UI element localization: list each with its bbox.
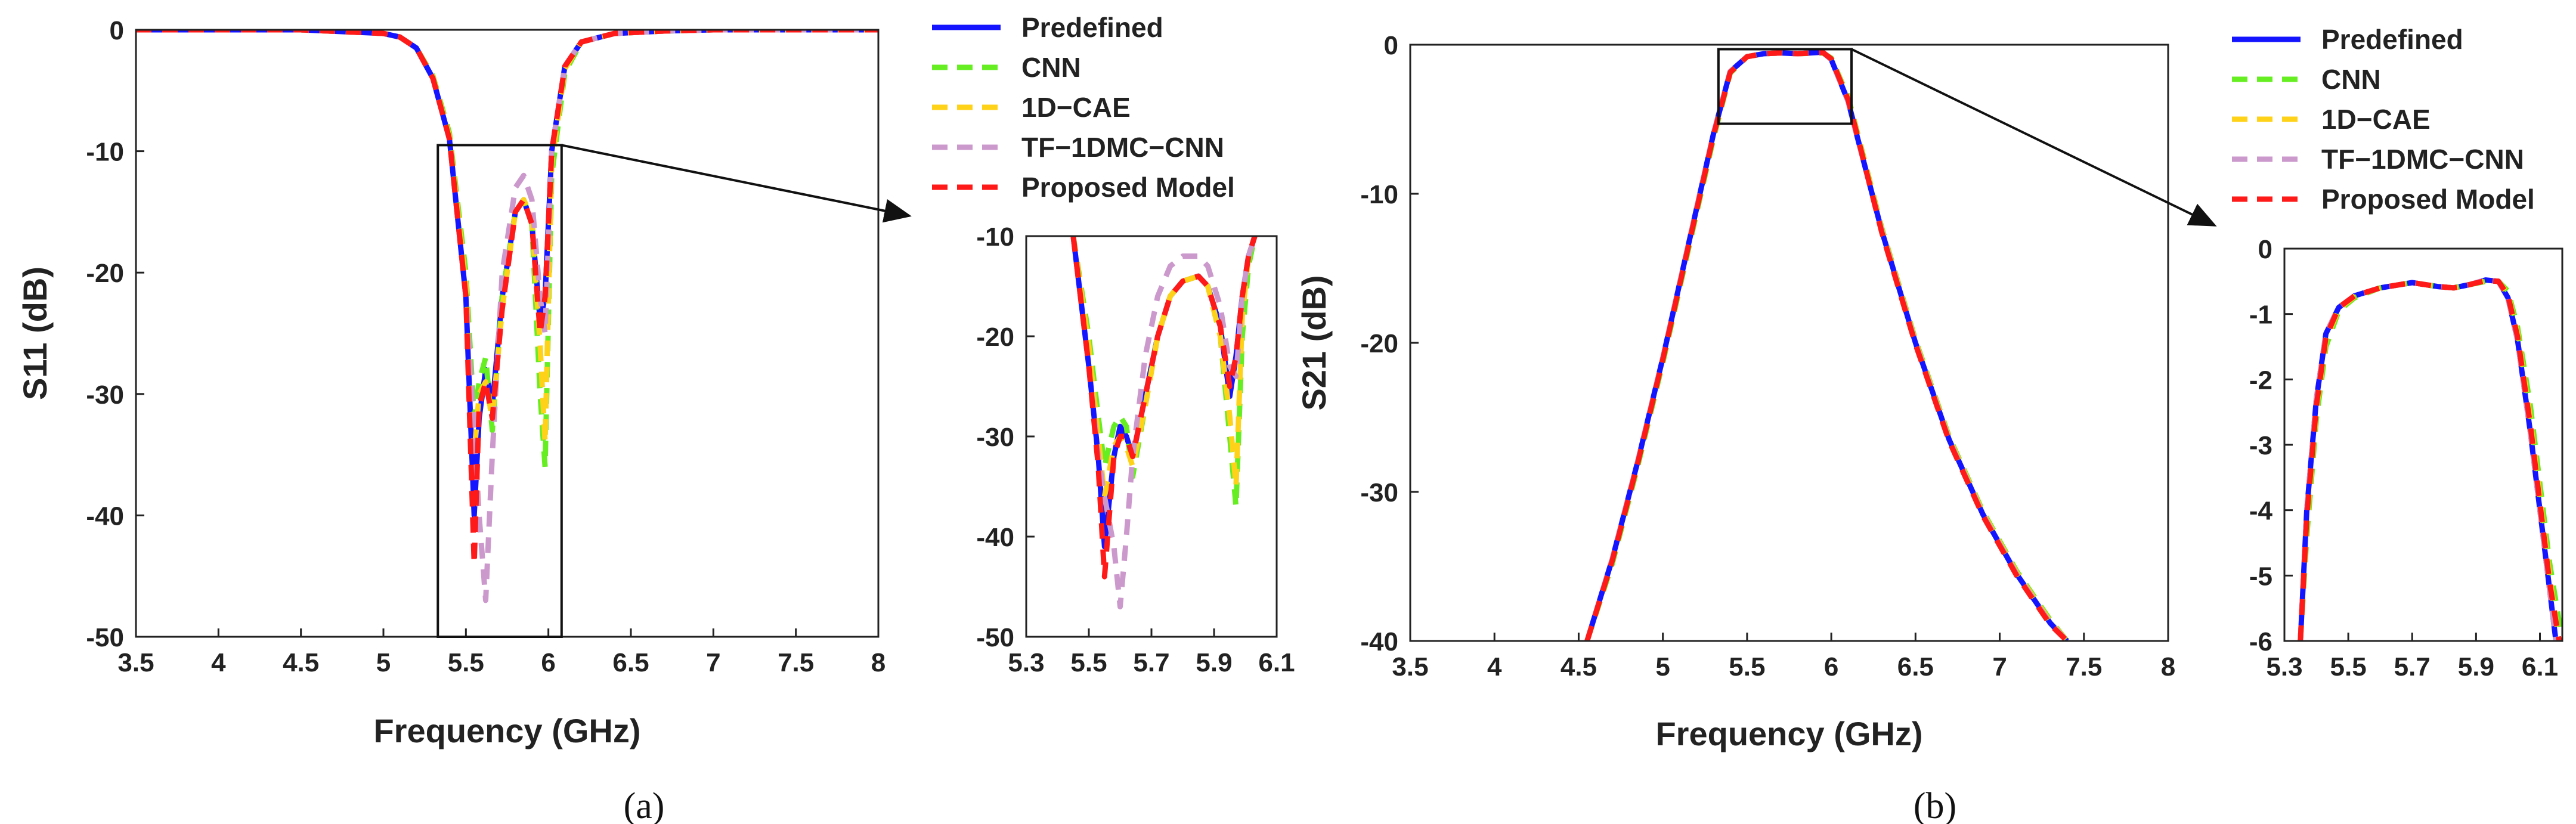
- panel-label-a: (a): [624, 786, 665, 824]
- s11-zoom-series-proposed-model: [1070, 236, 1258, 580]
- s11-legend: Predefined CNN 1D−CAE TF−1DMC−CNN Proposed M…: [932, 12, 1235, 203]
- s21-main-xtick-label: 5.5: [1729, 652, 1765, 681]
- s21-zoom-xtick-label: 5.9: [2458, 652, 2494, 681]
- s11-main-xtick-label: 4.5: [283, 648, 319, 677]
- s11-main-xtick-label: 7.5: [778, 648, 814, 677]
- s11-zoom-ytick-label: -50: [976, 623, 1014, 652]
- s11-main-ytick-label: -30: [86, 380, 124, 410]
- s11-main-xtick-label: 4: [211, 648, 226, 677]
- s21-main-zoom-box: [1717, 48, 1853, 125]
- s21-zoom-series-proposed-model: [2298, 278, 2562, 641]
- s11-main-xtick-label: 6.5: [612, 648, 649, 677]
- s21-main-xtick-label: 6.5: [1897, 652, 1934, 681]
- s11-main-zoom-box: [436, 144, 563, 639]
- s11-main-xtick-label: 8: [871, 648, 886, 677]
- chart-layer: 3.5 4 4.5 5 5.5 6 6.5 7 7.5 80-10-20-30-40-50Freq…: [16, 12, 2563, 752]
- s21-main-series-proposed-model: [1584, 49, 2069, 641]
- s21-zoom-ytick-label: -4: [2249, 497, 2273, 526]
- s21-main-xtick-label: 5: [1655, 652, 1670, 681]
- s21-main-ytick-label: -20: [1360, 329, 1398, 358]
- s21-zoom-ytick-label: -3: [2249, 431, 2272, 460]
- s21-main-chart: 3.5 4 4.5 5 5.5 6 6.5 7 7.5 8 0 -10 -20 -30 -40 Frequen…: [1295, 31, 2175, 752]
- s11-main-ylabel: S11 (dB): [16, 267, 54, 400]
- s11-main-xtick-label: 6: [541, 648, 555, 677]
- s11-zoom-xtick-label: 5.9: [1196, 648, 1232, 677]
- s21-main-series-group: [1584, 49, 2070, 641]
- s11-zoom-chart: 5.3 5.5 5.7 5.9 6.1 -10 -20 -30 -40 -50: [976, 222, 1295, 677]
- s11-main-xtick-label: 7: [706, 648, 720, 677]
- s11-zoom-series-group: [1070, 236, 1258, 610]
- s11-legend-label: Proposed Model: [1021, 172, 1235, 203]
- s21-main-xtick-label: 8: [2161, 652, 2175, 681]
- s21-legend: Predefined CNN 1D−CAE TF−1DMC−CNN Proposed M…: [2232, 24, 2535, 215]
- s21-main-ytick-label: -30: [1360, 478, 1398, 507]
- s11-zoom-ytick-label: -20: [976, 323, 1014, 352]
- s21-zoom-xtick-label: 5.5: [2330, 652, 2367, 681]
- s11-zoom-series-tf-1dmc-cnn: [1070, 236, 1258, 610]
- s21-main-xtick-label: 4.5: [1561, 652, 1597, 681]
- s11-zoom-ytick-label: -10: [976, 222, 1014, 252]
- s21-zoom-chart: 5.3 5.5 5.7 5.9 6.1 0 -1 -2 -3 -4 -5 -6: [2249, 235, 2563, 681]
- s21-legend-label: TF−1DMC−CNN: [2321, 144, 2524, 175]
- s21-main-xtick-label: 6: [1824, 652, 1838, 681]
- s21-zoom-ytick-label: -1: [2249, 301, 2272, 330]
- s11-main-xtick-label: 5: [376, 648, 391, 677]
- s21-main-xtick-label: 7: [1992, 652, 2007, 681]
- s11-main-xtick-label: 5.5: [448, 648, 484, 677]
- s11-main-ytick-label: 0: [110, 16, 124, 45]
- s11-main-ytick-label: -40: [86, 501, 124, 531]
- s21-zoom-ytick-label: -5: [2249, 562, 2272, 591]
- panel-label-b: (b): [1914, 786, 1956, 824]
- s11-legend-label: Predefined: [1021, 12, 1163, 43]
- s11-main-xlabel: Frequency (GHz): [373, 712, 640, 749]
- s21-main-xlabel: Frequency (GHz): [1655, 715, 1922, 752]
- s21-zoom-xtick-label: 5.3: [2266, 652, 2302, 681]
- s11-zoom-arrow: [561, 144, 912, 223]
- s11-zoom-xtick-label: 5.7: [1133, 648, 1169, 677]
- s21-zoom-xtick-label: 5.7: [2394, 652, 2431, 681]
- s21-main-ylabel: S21 (dB): [1295, 275, 1333, 410]
- s21-zoom-arrow: [1851, 48, 2217, 227]
- s21-zoom-ytick-label: 0: [2258, 235, 2272, 264]
- s21-legend-label: Predefined: [2321, 24, 2463, 55]
- s11-main-chart: 3.5 4 4.5 5 5.5 6 6.5 7 7.5 8 0 -10 -20 -30 -40 -50 Freq…: [16, 16, 886, 749]
- s11-zoom-xtick-label: 6.1: [1258, 648, 1295, 677]
- s21-main-xtick-label: 4: [1487, 652, 1502, 681]
- s11-zoom-series-1d-cae: [1070, 236, 1258, 500]
- s11-zoom-xtick-label: 5.3: [1008, 648, 1044, 677]
- s11-legend-label: CNN: [1021, 52, 1081, 83]
- s21-legend-label: Proposed Model: [2321, 184, 2535, 215]
- s11-main-xtick-label: 3.5: [117, 648, 154, 677]
- s21-zoom-ytick-label: -2: [2249, 365, 2272, 395]
- s21-main-ytick-label: -10: [1360, 180, 1398, 209]
- s11-main-ytick-label: -50: [86, 623, 124, 652]
- s11-main-ytick-label: -20: [86, 259, 124, 288]
- s11-legend-label: 1D−CAE: [1021, 92, 1131, 123]
- s11-zoom-ytick-label: -30: [976, 423, 1014, 452]
- s21-legend-label: 1D−CAE: [2321, 104, 2431, 135]
- s11-zoom-ytick-label: -40: [976, 523, 1014, 552]
- s11-main-series-proposed-model: [136, 30, 878, 567]
- s21-main-ytick-label: 0: [1384, 31, 1398, 60]
- s21-legend-label: CNN: [2321, 64, 2381, 95]
- s11-main-ytick-label: -10: [86, 138, 124, 167]
- s21-main-xtick-label: 3.5: [1392, 652, 1428, 681]
- s11-main-series-group: [136, 30, 878, 603]
- s11-zoom-xtick-label: 5.5: [1070, 648, 1107, 677]
- s21-main-xtick-label: 7.5: [2066, 652, 2102, 681]
- s21-main-ytick-label: -40: [1360, 627, 1398, 656]
- s21-zoom-series-group: [2298, 277, 2562, 641]
- s11-legend-label: TF−1DMC−CNN: [1021, 132, 1224, 163]
- s21-zoom-ytick-label: -6: [2249, 627, 2272, 656]
- s21-zoom-xtick-label: 6.1: [2522, 652, 2558, 681]
